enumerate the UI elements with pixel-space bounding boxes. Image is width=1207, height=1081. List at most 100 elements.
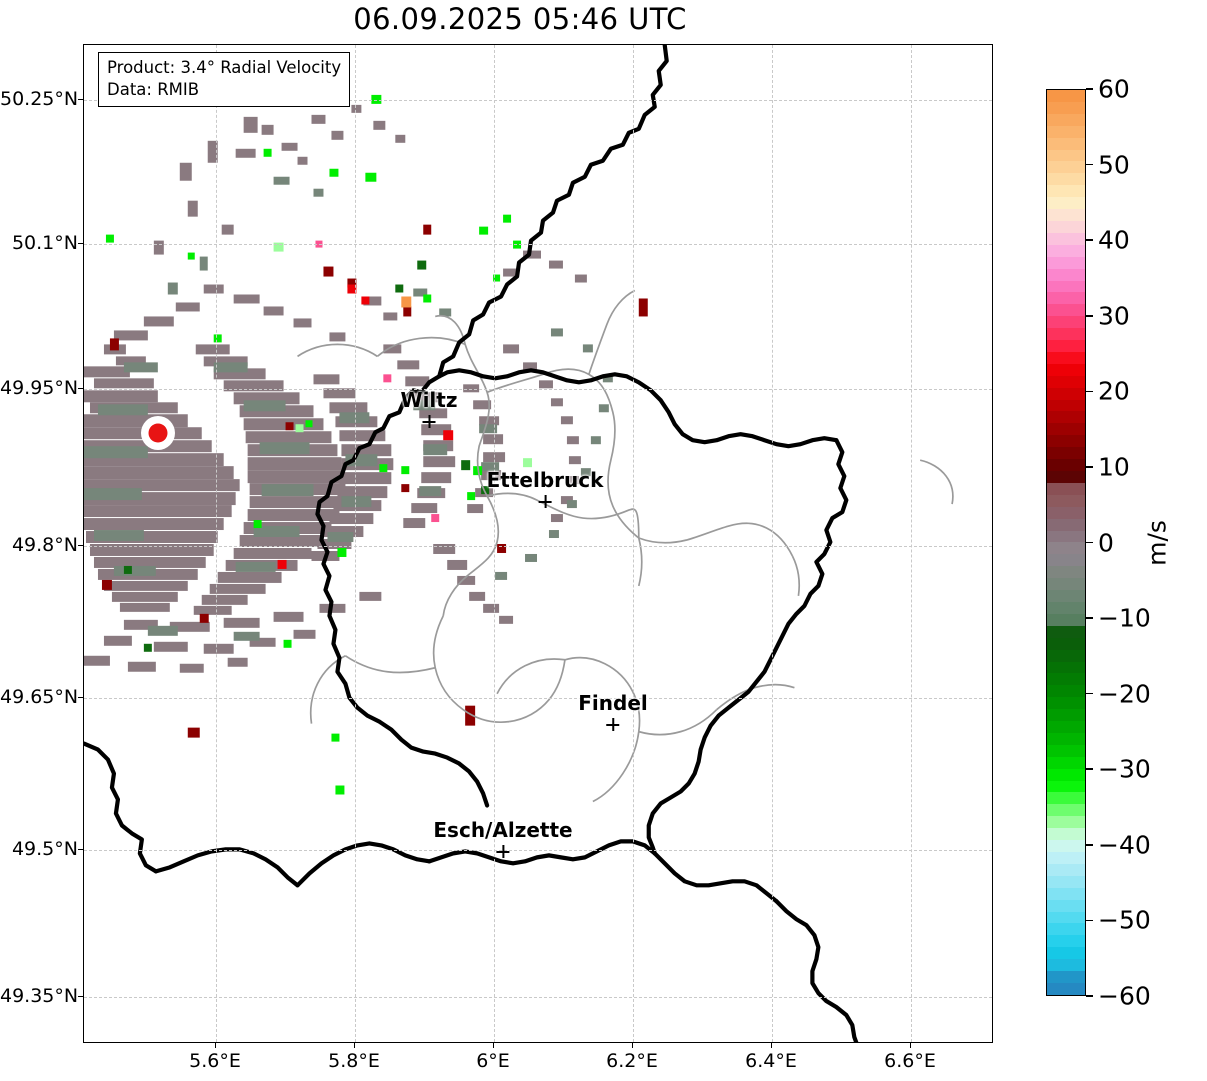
radar-site-marker: [148, 423, 168, 443]
colorbar-tick-label: −40: [1098, 830, 1151, 860]
colorbar-tick-mark: [1086, 692, 1093, 695]
country-borders: [84, 45, 859, 1042]
colorbar-tick-mark: [1086, 617, 1093, 619]
gridline-lat-50.25: [84, 100, 992, 101]
xtick-mark: [632, 1043, 633, 1048]
city-marker-icon: [422, 415, 436, 428]
colorbar-tick-label: 10: [1098, 452, 1130, 482]
ytick-mark: [78, 996, 83, 997]
colorbar-band: [1047, 530, 1085, 543]
colorbar-tick-label: −10: [1098, 603, 1151, 633]
colorbar-band: [1047, 316, 1085, 329]
colorbar-band: [1047, 744, 1085, 757]
colorbar-tick-label: 60: [1098, 74, 1130, 104]
colorbar-tick-mark: [1086, 88, 1093, 90]
colorbar-band: [1047, 697, 1085, 710]
colorbar-band: [1047, 947, 1085, 960]
colorbar-tick-label: 50: [1098, 150, 1130, 180]
colorbar-band: [1047, 685, 1085, 698]
colorbar-band: [1047, 590, 1085, 602]
ytick-mark: [78, 697, 83, 698]
colorbar-band: [1047, 113, 1085, 126]
colorbar-band: [1047, 887, 1085, 900]
colorbar-tick-mark: [1086, 995, 1093, 997]
colorbar-band: [1047, 173, 1085, 186]
colorbar-band: [1047, 447, 1085, 460]
district-borders: [297, 289, 954, 803]
colorbar-unit-label: m/s: [1142, 520, 1172, 566]
colorbar-band: [1047, 971, 1085, 983]
colorbar-tick-mark: [1086, 844, 1093, 846]
radar-map-plot[interactable]: Product: 3.4° Radial Velocity Data: RMIB…: [83, 44, 993, 1043]
colorbar-band: [1047, 935, 1085, 948]
colorbar-band: [1047, 613, 1085, 626]
colorbar-band: [1047, 387, 1085, 400]
ytick-mark: [78, 388, 83, 389]
colorbar-band: [1047, 959, 1085, 972]
colorbar-band: [1047, 292, 1085, 305]
colorbar-band: [1047, 756, 1085, 769]
gridline-lat-49.35: [84, 997, 992, 998]
colorbar-tick-mark: [1086, 163, 1093, 166]
ytick-label-50.25: 50.25°N: [0, 88, 79, 110]
city-findel: Findel: [578, 693, 648, 731]
colorbar-band: [1047, 768, 1085, 781]
xtick-label-6: 6°E: [476, 1050, 510, 1072]
colorbar-tick-label: −30: [1098, 754, 1151, 784]
colorbar-tick-label: −60: [1098, 981, 1151, 1011]
colorbar-band: [1047, 911, 1085, 924]
colorbar[interactable]: [1046, 89, 1086, 996]
gridline-lon-6.2: [633, 45, 634, 1042]
colorbar-band: [1047, 137, 1085, 150]
colorbar-tick-mark: [1086, 466, 1093, 468]
colorbar-tick-label: 20: [1098, 376, 1130, 406]
xtick-mark: [771, 1043, 772, 1048]
colorbar-band: [1047, 578, 1085, 591]
colorbar-band: [1047, 923, 1085, 936]
gridline-lat-49.65: [84, 698, 992, 699]
colorbar-band: [1047, 209, 1085, 221]
xtick-mark: [910, 1043, 911, 1048]
city-marker-icon: [606, 718, 620, 731]
ytick-label-49.95: 49.95°N: [0, 377, 79, 399]
colorbar-band: [1047, 709, 1085, 722]
gridline-lat-49.80: [84, 546, 992, 547]
colorbar-band: [1047, 125, 1085, 138]
ytick-mark: [78, 849, 83, 850]
colorbar-tick-mark: [1086, 768, 1093, 771]
colorbar-band: [1047, 256, 1085, 269]
map-canvas: [84, 45, 954, 1042]
colorbar-band: [1047, 375, 1085, 388]
colorbar-band: [1047, 149, 1085, 162]
colorbar-band: [1047, 792, 1085, 805]
colorbar-band: [1047, 518, 1085, 531]
colorbar-band: [1047, 459, 1085, 471]
gridline-lon-6.0: [494, 45, 495, 1042]
colorbar-band: [1047, 828, 1085, 841]
colorbar-band: [1047, 268, 1085, 281]
gridline-lon-6.4: [772, 45, 773, 1042]
colorbar-tick-mark: [1086, 541, 1093, 544]
colorbar-band: [1047, 435, 1085, 448]
colorbar-band: [1047, 363, 1085, 376]
gridline-lat-49.50: [84, 850, 992, 851]
ytick-mark: [78, 243, 83, 244]
xtick-mark: [354, 1043, 355, 1048]
colorbar-band: [1047, 649, 1085, 662]
city-marker-icon: [496, 845, 510, 858]
xtick-label-6.2: 6.2°E: [606, 1050, 658, 1072]
gridline-lon-5.6: [216, 45, 217, 1042]
colorbar-band: [1047, 863, 1085, 876]
colorbar-band: [1047, 161, 1085, 174]
colorbar-band: [1047, 840, 1085, 852]
colorbar-band: [1047, 90, 1085, 102]
xtick-mark: [215, 1043, 216, 1048]
colorbar-tick-label: 30: [1098, 301, 1130, 331]
colorbar-band: [1047, 637, 1085, 650]
colorbar-band: [1047, 625, 1085, 638]
ytick-label-49.65: 49.65°N: [0, 686, 79, 708]
colorbar-band: [1047, 566, 1085, 579]
colorbar-band: [1047, 280, 1085, 293]
colorbar-band: [1047, 982, 1085, 995]
colorbar-band: [1047, 482, 1085, 495]
